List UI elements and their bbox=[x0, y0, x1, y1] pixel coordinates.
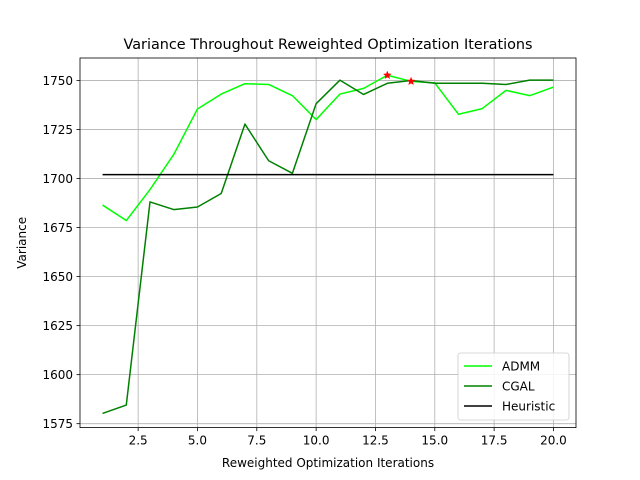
grid bbox=[80, 58, 576, 428]
x-tick-label: 5.0 bbox=[188, 434, 207, 448]
chart-title: Variance Throughout Reweighted Optimizat… bbox=[123, 37, 532, 53]
series-line-admm bbox=[102, 74, 554, 222]
legend-label: ADMM bbox=[502, 359, 540, 373]
legend-box bbox=[457, 352, 570, 421]
y-tick-label: 1750 bbox=[42, 74, 73, 88]
y-tick-label: 1725 bbox=[42, 123, 73, 137]
legend-label: CGAL bbox=[502, 379, 535, 393]
plot-frame bbox=[79, 57, 577, 429]
y-tick-label: 1575 bbox=[42, 417, 73, 431]
y-axis-ticks: 1575 1600 1625 1650 1675 1700 1725 1750 bbox=[42, 74, 80, 431]
star-marker bbox=[382, 70, 392, 80]
x-tick-label: 10.0 bbox=[303, 434, 330, 448]
y-tick-label: 1650 bbox=[42, 270, 73, 284]
x-tick-label: 7.5 bbox=[247, 434, 266, 448]
star-marker bbox=[406, 76, 416, 86]
series-lines bbox=[102, 74, 554, 415]
x-axis-label: Reweighted Optimization Iterations bbox=[222, 456, 434, 470]
y-tick-label: 1700 bbox=[42, 172, 73, 186]
legend-label: Heuristic bbox=[502, 399, 555, 413]
legend: ADMM CGAL Heuristic bbox=[457, 352, 570, 421]
x-tick-label: 17.5 bbox=[481, 434, 508, 448]
x-axis-ticks: 2.5 5.0 7.5 10.0 12.5 15.0 17.5 20.0 bbox=[129, 427, 567, 448]
best-point-markers bbox=[382, 70, 416, 86]
x-tick-label: 15.0 bbox=[421, 434, 448, 448]
y-tick-label: 1675 bbox=[42, 221, 73, 235]
x-tick-label: 2.5 bbox=[129, 434, 148, 448]
x-tick-label: 20.0 bbox=[540, 434, 567, 448]
y-axis-label: Variance bbox=[15, 217, 29, 269]
y-tick-label: 1625 bbox=[42, 319, 73, 333]
x-tick-label: 12.5 bbox=[362, 434, 389, 448]
y-tick-label: 1600 bbox=[42, 368, 73, 382]
series-line-cgal bbox=[102, 79, 554, 415]
